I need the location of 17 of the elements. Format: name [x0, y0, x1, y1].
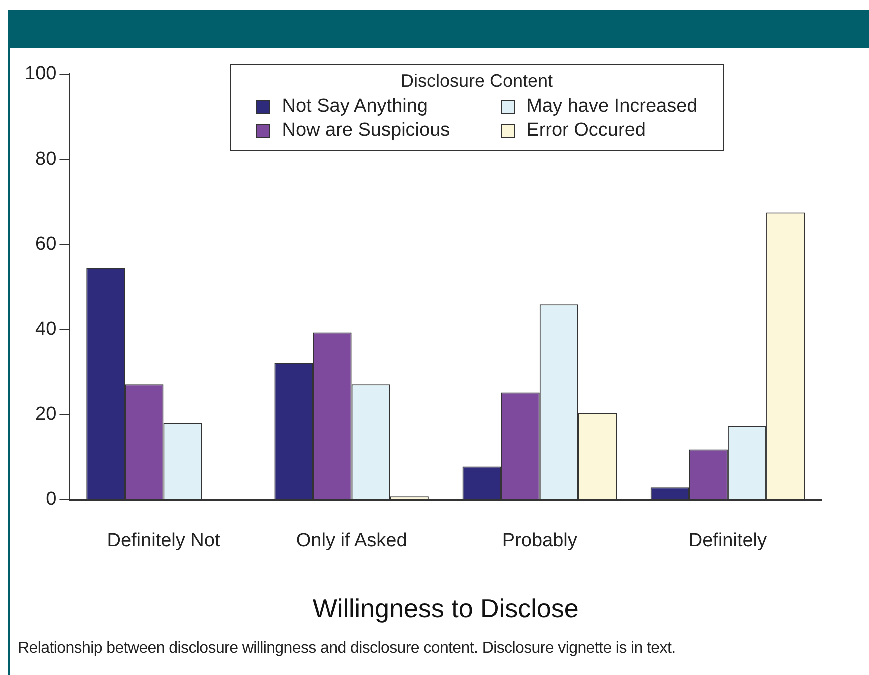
x-axis-title: Willingness to Disclose: [312, 594, 579, 624]
y-tick-label: 60: [36, 234, 57, 255]
legend-label: Error Occured: [526, 120, 646, 142]
legend-label: Not Say Anything: [282, 96, 428, 118]
y-tick-label: 40: [36, 318, 57, 340]
legend-label: May have Increased: [526, 96, 698, 118]
legend-label: Now are Suspicious: [282, 120, 450, 142]
x-tick-label: Probably: [502, 530, 578, 552]
legend-title: Disclosure Content: [400, 71, 554, 92]
text: Relationship between disclosure willingness and disclosure content. Disclosure vignette is in text.: [18, 640, 676, 658]
x-tick-label: Definitely Not: [107, 530, 221, 552]
x-tick-label: Definitely: [688, 530, 768, 552]
y-tick-label: 100: [25, 64, 57, 85]
y-tick-label: 0: [46, 489, 57, 510]
y-tick-label: 80: [36, 148, 57, 170]
x-tick-label: Only if Asked: [296, 530, 408, 552]
y-tick-label: 20: [36, 404, 57, 426]
